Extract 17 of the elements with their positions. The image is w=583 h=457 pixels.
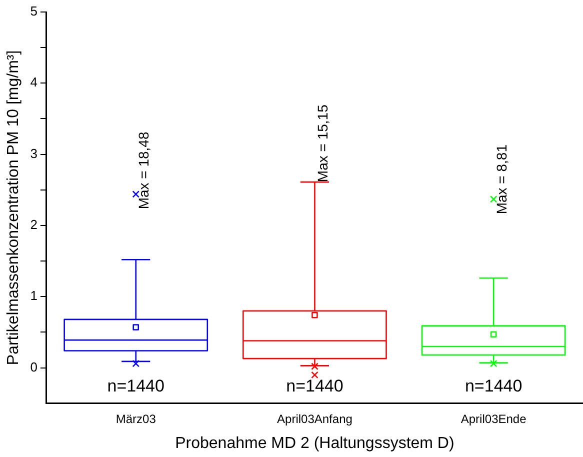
annotation: n=1440 xyxy=(464,376,522,396)
y-axis-title: Partikelmassenkonzentration PM 10 [mg/m³] xyxy=(5,50,22,366)
x-tick-label: April03Ende xyxy=(460,412,527,426)
y-tick-label: 4 xyxy=(30,74,38,90)
annotation: Max = 18,48 xyxy=(136,132,152,210)
annotation: Max = 15,15 xyxy=(314,104,331,182)
x-tick-label: April03Anfang xyxy=(277,412,352,426)
y-tick-label: 3 xyxy=(30,146,38,161)
y-tick-label: 0 xyxy=(30,359,38,374)
x-tick-label: März03 xyxy=(116,412,156,426)
y-tick-label: 1 xyxy=(30,288,38,304)
annotation: n=1440 xyxy=(286,376,344,396)
y-tick-label: 5 xyxy=(30,4,38,19)
annotation: Max = 8,81 xyxy=(493,144,510,214)
y-tick-label: 2 xyxy=(30,217,38,232)
x-axis-title: Probenahme MD 2 (Haltungssystem D) xyxy=(175,434,454,452)
annotation: n=1440 xyxy=(107,376,164,396)
